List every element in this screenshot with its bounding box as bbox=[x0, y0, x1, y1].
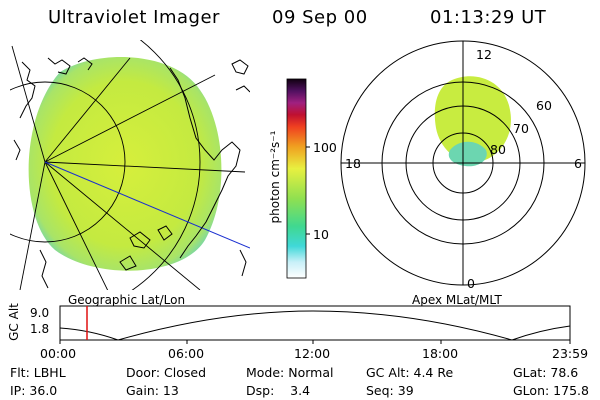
instrument-title: Ultraviolet Imager bbox=[48, 7, 220, 28]
polar-panel bbox=[340, 40, 586, 286]
geographic-panel-label: Geographic Lat/Lon bbox=[68, 293, 186, 307]
noon-meridian bbox=[44, 161, 250, 249]
altitude-curve bbox=[59, 310, 571, 341]
mlt-label-0: 0 bbox=[467, 276, 475, 291]
mlt-label-18: 18 bbox=[345, 156, 361, 171]
info-glat: GLat: 78.6 bbox=[513, 365, 579, 380]
info-gc-alt: GC Alt: 4.4 Re bbox=[366, 365, 454, 380]
polar-panel-label: Apex MLat/MLT bbox=[412, 293, 502, 307]
colorbar-tick-100: 100 bbox=[313, 140, 337, 155]
mlat-label-80: 80 bbox=[490, 142, 506, 157]
image-date: 09 Sep 00 bbox=[272, 7, 368, 28]
orbit-time-1200: 12:00 bbox=[294, 346, 331, 361]
info-ip: IP: 36.0 bbox=[10, 383, 58, 398]
coastlines bbox=[13, 57, 250, 289]
polar-grid bbox=[340, 40, 586, 286]
orbit-time-2359: 23:59 bbox=[552, 346, 589, 361]
info-door: Door: Closed bbox=[126, 365, 207, 380]
orbit-ytick-bottom: 1.8 bbox=[30, 322, 50, 336]
image-time: 01:13:29 UT bbox=[430, 7, 547, 28]
lat-lon-graticule bbox=[10, 40, 246, 290]
orbit-time-0600: 06:00 bbox=[168, 346, 205, 361]
info-seq: Seq: 39 bbox=[366, 383, 414, 398]
orbit-time-0000: 00:00 bbox=[40, 346, 77, 361]
orbit-plot bbox=[59, 305, 571, 344]
geographic-panel bbox=[10, 40, 250, 290]
polar-emission bbox=[434, 76, 511, 163]
mlat-label-70: 70 bbox=[513, 121, 529, 136]
mlt-label-12: 12 bbox=[476, 47, 492, 62]
info-dsp: Dsp: 3.4 bbox=[246, 383, 311, 398]
colorbar-tick-10: 10 bbox=[313, 227, 329, 242]
mlat-label-60: 60 bbox=[536, 98, 552, 113]
orbit-ytick-top: 9.0 bbox=[30, 306, 50, 320]
info-glon: GLon: 175.8 bbox=[513, 383, 589, 398]
orbit-ylabel: GC Alt bbox=[7, 303, 21, 341]
info-gain: Gain: 13 bbox=[126, 383, 179, 398]
color-bar bbox=[286, 78, 307, 279]
info-filter: Flt: LBHL bbox=[10, 365, 66, 380]
mlt-label-6: 6 bbox=[574, 156, 582, 171]
orbit-time-1800: 18:00 bbox=[422, 346, 459, 361]
info-mode: Mode: Normal bbox=[246, 365, 334, 380]
colorbar-unit-label: photon cm⁻²s⁻¹ bbox=[268, 130, 282, 224]
